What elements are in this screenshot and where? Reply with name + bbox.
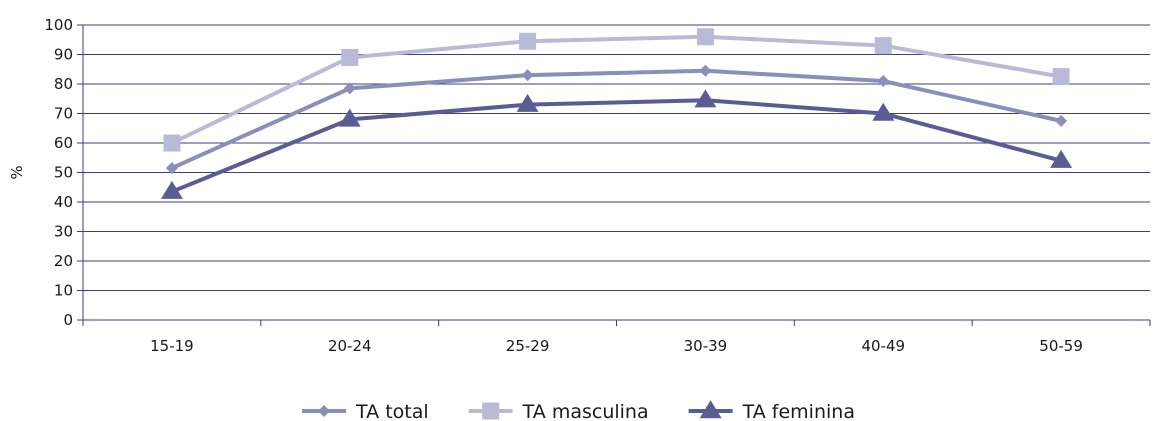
y-tick-label: 40 bbox=[54, 193, 73, 211]
data-point bbox=[1050, 149, 1073, 168]
series-ta-feminina bbox=[160, 89, 1073, 199]
data-point bbox=[165, 162, 178, 175]
data-point bbox=[516, 93, 539, 112]
data-point bbox=[163, 134, 181, 152]
axes bbox=[77, 24, 1151, 326]
legend-label: TA total bbox=[355, 401, 429, 421]
x-tick-label: 50-59 bbox=[1039, 337, 1083, 355]
legend-swatch-marker bbox=[699, 400, 722, 419]
series-ta-total bbox=[165, 64, 1068, 175]
y-tick-label: 50 bbox=[54, 164, 73, 182]
x-tick-label: 30-39 bbox=[684, 337, 728, 355]
y-tick-label: 60 bbox=[54, 134, 73, 152]
y-tick-label: 70 bbox=[54, 105, 73, 123]
series-layer bbox=[160, 28, 1073, 199]
y-tick-label: 10 bbox=[54, 282, 73, 300]
series-ta-masculina bbox=[163, 28, 1070, 152]
data-point bbox=[699, 64, 712, 77]
series-line bbox=[171, 68, 1062, 170]
data-point bbox=[694, 89, 717, 108]
legend-label: TA feminina bbox=[742, 401, 855, 421]
legend-swatch-marker bbox=[318, 405, 331, 417]
y-tick-label: 0 bbox=[63, 311, 73, 329]
data-point bbox=[521, 69, 534, 82]
legend-item: TA feminina bbox=[688, 400, 855, 421]
legend-label: TA masculina bbox=[522, 401, 649, 421]
y-tick-label: 90 bbox=[54, 46, 73, 64]
gridlines bbox=[83, 24, 1150, 291]
y-tick-label: 100 bbox=[44, 16, 73, 34]
data-point bbox=[160, 180, 183, 199]
x-tick-labels: 15-19 20-24 25-29 30-39 40-49 50-59 bbox=[150, 337, 1083, 355]
data-point bbox=[874, 37, 892, 55]
data-point bbox=[1052, 68, 1070, 86]
data-point bbox=[872, 102, 895, 121]
data-point bbox=[696, 28, 714, 46]
series-line bbox=[171, 34, 1062, 145]
data-point bbox=[519, 32, 537, 50]
x-tick-label: 25-29 bbox=[506, 337, 550, 355]
legend-swatch-marker bbox=[482, 402, 500, 420]
x-tick-label: 15-19 bbox=[150, 337, 194, 355]
legend-item: TA masculina bbox=[468, 401, 649, 421]
y-tick-label: 30 bbox=[54, 223, 73, 241]
data-point bbox=[338, 108, 361, 127]
y-tick-label: 20 bbox=[54, 252, 73, 270]
data-point bbox=[877, 75, 890, 88]
y-tick-label: 80 bbox=[54, 75, 73, 93]
data-point bbox=[343, 82, 356, 95]
legend: TA total TA masculina TA feminina bbox=[302, 400, 855, 421]
y-axis-title: % bbox=[8, 165, 26, 179]
y-tick-labels: 0 10 20 30 40 50 60 70 80 90 100 bbox=[44, 16, 73, 329]
x-tick-label: 40-49 bbox=[861, 337, 905, 355]
series-line bbox=[171, 98, 1062, 194]
data-point bbox=[1055, 114, 1068, 127]
x-tick-label: 20-24 bbox=[328, 337, 372, 355]
data-point bbox=[341, 48, 359, 66]
legend-item: TA total bbox=[302, 401, 429, 421]
